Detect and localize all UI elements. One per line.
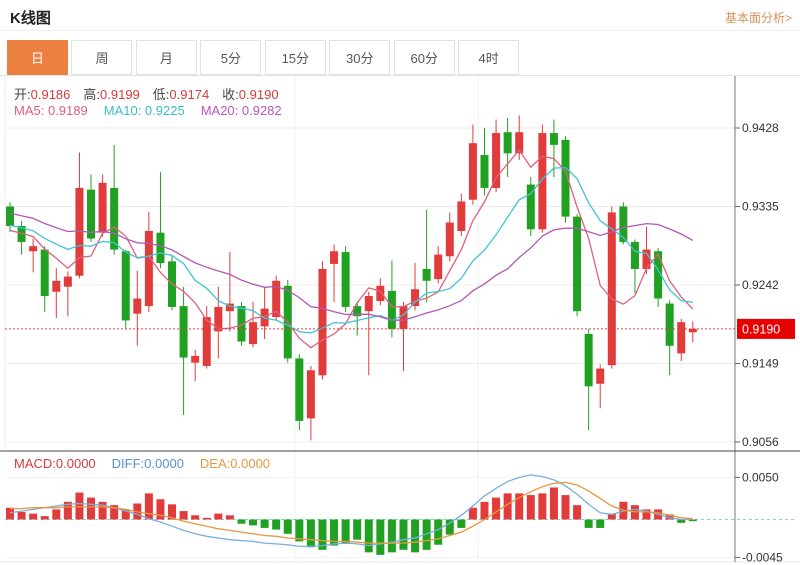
svg-text:0.0050: 0.0050: [742, 470, 779, 484]
high-value: 0.9199: [100, 87, 140, 102]
svg-text:0.9190: 0.9190: [742, 322, 780, 336]
svg-text:0.9056: 0.9056: [742, 435, 779, 449]
tab-month[interactable]: 月: [135, 40, 197, 75]
price-axis-layer: 0.9428 0.9335 0.9242 0.9149 0.9056 0.0050 -0.0…: [0, 76, 800, 564]
page-title: K线图: [10, 10, 51, 27]
svg-text:0.9149: 0.9149: [742, 357, 779, 371]
ma10-readout: MA10: 0.9225: [103, 103, 185, 118]
dea-readout: DEA:0.0000: [199, 456, 271, 471]
low-value: 0.9174: [169, 87, 210, 102]
open-value: 0.9186: [30, 87, 71, 102]
ohlc-legend: 开:0.9186 高:0.9199 低:0.9174 收:0.9190: [14, 84, 292, 103]
tab-5min[interactable]: 5分: [200, 40, 262, 75]
header-bar: K线图 基本面分析>: [0, 0, 800, 31]
ma5-readout: MA5: 0.9189: [14, 103, 88, 118]
ma-legend: MA5: 0.9189 MA10: 0.9225 MA20: 0.9282: [14, 103, 282, 118]
low-label: 低:: [152, 87, 170, 102]
svg-text:0.9242: 0.9242: [742, 278, 779, 292]
tab-day[interactable]: 日: [7, 40, 68, 75]
close-label: 收:: [222, 87, 239, 102]
candles-layer: [6, 115, 697, 441]
grid-layer: [0, 76, 800, 563]
chart-area: 0.9428 0.9335 0.9242 0.9149 0.9056 0.0050 -0.0…: [0, 75, 800, 565]
tab-15min[interactable]: 15分: [264, 40, 326, 75]
macd-layer: [6, 474, 697, 555]
high-label: 高:: [83, 87, 101, 102]
tab-4hour[interactable]: 4时: [458, 40, 520, 75]
current-price-badge: [737, 318, 795, 339]
open-label: 开:: [14, 87, 31, 102]
macd-legend: MACD:0.0000 DIFF:0.0000 DEA:0.0000: [14, 456, 270, 471]
tab-60min[interactable]: 60分: [393, 40, 455, 75]
macd-readout: MACD:0.0000: [14, 456, 96, 471]
period-tabbar: 日 周 月 5分 15分 30分 60分 4时: [0, 40, 800, 76]
tab-30min[interactable]: 30分: [329, 40, 391, 75]
kline-chart-canvas[interactable]: 0.9428 0.9335 0.9242 0.9149 0.9056 0.0050 -0.0…: [0, 75, 800, 565]
current-price-layer: 0.9190: [5, 318, 795, 339]
ma20-readout: MA20: 0.9282: [200, 103, 282, 118]
svg-text:-0.0045: -0.0045: [742, 550, 783, 564]
diff-readout: DIFF:0.0000: [111, 456, 184, 471]
fundamental-analysis-link[interactable]: 基本面分析>: [724, 11, 792, 25]
svg-text:0.9428: 0.9428: [742, 121, 779, 135]
close-value: 0.9190: [238, 87, 279, 102]
svg-text:0.9335: 0.9335: [742, 200, 779, 214]
tab-week[interactable]: 周: [71, 40, 133, 75]
ma-lines-layer: [9, 148, 694, 349]
